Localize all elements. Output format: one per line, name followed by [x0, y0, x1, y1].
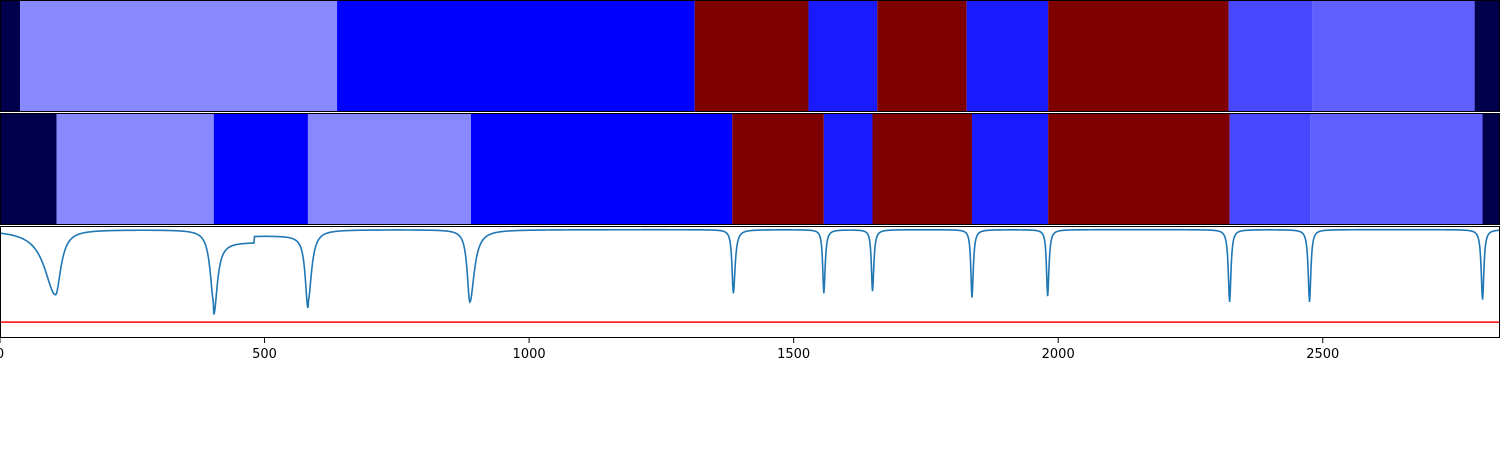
segment-2-12 [1310, 113, 1483, 225]
segment-2-2 [56, 113, 214, 225]
segment-1-10 [1312, 0, 1475, 112]
segment-2-8 [872, 113, 972, 225]
segment-1-1 [0, 0, 21, 112]
segment-1-7 [966, 0, 1049, 112]
segment-2-11 [1229, 113, 1311, 225]
x-tick-label: 500 [252, 347, 277, 362]
segment-2-10 [1048, 113, 1230, 225]
segment-2-5 [470, 113, 733, 225]
x-tick-label: 0 [0, 347, 4, 362]
segment-2-9 [971, 113, 1049, 225]
segment-2-6 [732, 113, 824, 225]
segment-track-lower [0, 113, 1500, 225]
segment-1-5 [808, 0, 878, 112]
segment-1-2 [20, 0, 338, 112]
x-tick-label: 2500 [1306, 347, 1339, 362]
x-axis: 0 500 1000 1500 2000 2500 [0, 338, 1339, 362]
x-tick-label: 1000 [513, 347, 546, 362]
segment-2-13 [1482, 113, 1500, 225]
segment-1-9 [1228, 0, 1313, 112]
segment-1-3 [337, 0, 695, 112]
segment-track-upper [0, 0, 1500, 112]
segment-2-1 [0, 113, 57, 225]
signal-panel [0, 226, 1500, 338]
segment-1-8 [1048, 0, 1229, 112]
segment-2-3 [213, 113, 308, 225]
signal-line [0, 228, 1500, 315]
x-tick-label: 1500 [777, 347, 810, 362]
segment-2-7 [823, 113, 873, 225]
segment-2-4 [307, 113, 471, 225]
x-tick-label: 2000 [1042, 347, 1075, 362]
segment-1-11 [1474, 0, 1500, 112]
segment-1-4 [694, 0, 809, 112]
segment-1-6 [877, 0, 967, 112]
signal-panel-background [0, 226, 1500, 338]
